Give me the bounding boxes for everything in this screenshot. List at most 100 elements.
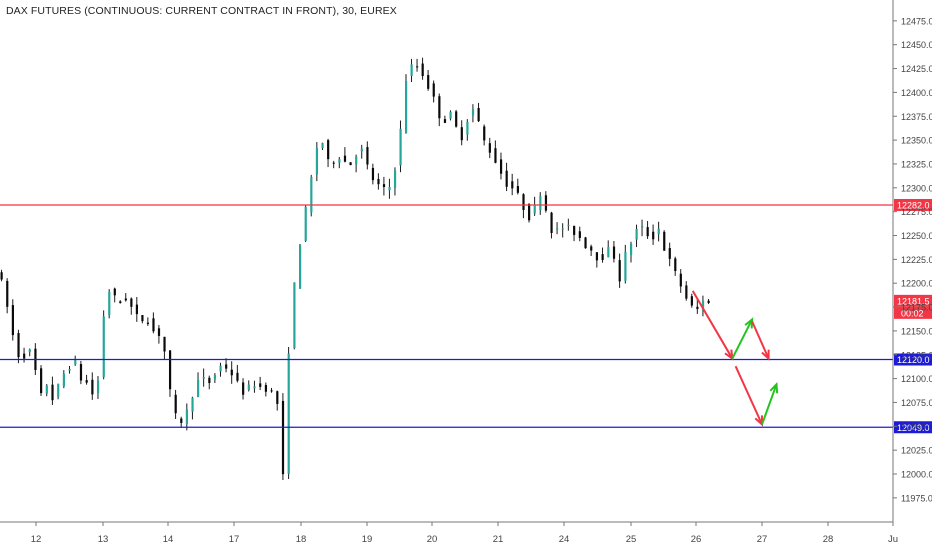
projection-arrow-head-1 [744, 317, 754, 329]
candle-body [6, 280, 9, 307]
time-axis[interactable]: 12 13 14 17 18 19 20 21 24 25 26 27 28 Ju [0, 521, 898, 545]
candle-body [130, 298, 133, 307]
candle-body [630, 243, 633, 255]
candle-body [578, 231, 581, 238]
candle-body [601, 254, 604, 260]
candle-body [388, 186, 391, 191]
candle-body [556, 228, 559, 230]
projection-arrows-layer [691, 290, 779, 427]
candle-body [304, 206, 307, 241]
price-tick-label: 12400.0 [901, 88, 932, 98]
candle-body [567, 224, 570, 226]
candle-body [522, 194, 525, 210]
candle-body [293, 282, 296, 349]
candle-body [668, 248, 671, 259]
candle-body [168, 350, 172, 390]
price-tick-label: 11975.0 [901, 493, 932, 503]
candle-body [438, 96, 441, 119]
price-tick-label: 12250.0 [901, 231, 932, 241]
candle-body [157, 328, 161, 336]
projection-arrow-0 [691, 290, 734, 360]
candle-body [488, 143, 491, 153]
candle-body [270, 390, 273, 392]
candle-body [432, 83, 435, 97]
candle-body [382, 184, 386, 188]
candle-body [499, 159, 503, 174]
candle-body [421, 63, 424, 77]
candle-body [399, 128, 402, 166]
candle-body [259, 383, 262, 387]
candle-body [332, 162, 335, 164]
candle-body [315, 147, 319, 175]
candle-body [393, 170, 397, 188]
candle-body [180, 418, 183, 423]
candle-body [533, 205, 536, 214]
price-tick-label: 12225.0 [901, 255, 932, 265]
candle-body [197, 380, 200, 397]
candle-body [477, 108, 480, 122]
price-tick-label: 12450.0 [901, 40, 932, 50]
time-tick-label: Ju [888, 534, 898, 545]
support-2-label: 12049.0 [897, 423, 930, 433]
candle-body [584, 237, 587, 249]
candle-body [219, 365, 222, 372]
candle-body [57, 384, 60, 397]
candle-body [679, 273, 682, 287]
candle-body [612, 246, 616, 259]
candle-body [213, 375, 217, 380]
time-tick-label: 12 [31, 534, 42, 545]
time-tick-label: 20 [427, 534, 438, 545]
candle-body [124, 298, 127, 301]
candle-body [208, 377, 211, 384]
candle-body [366, 147, 369, 165]
candle-body [85, 380, 88, 383]
candle-body [466, 121, 469, 135]
time-tick-label: 19 [362, 534, 373, 545]
candle-body [135, 304, 138, 315]
candle-body [701, 300, 705, 311]
candle-body [377, 178, 380, 185]
candle-body [146, 322, 150, 324]
candle-body [23, 353, 26, 359]
candle-body [281, 400, 285, 475]
candle-body [343, 155, 347, 162]
candle-body [360, 148, 363, 152]
candle-body [327, 140, 330, 160]
candle-body [410, 64, 413, 76]
price-tick-label: 12125.0 [901, 350, 932, 360]
candle-body [511, 181, 514, 189]
candle-body [516, 186, 519, 193]
candle-body [242, 382, 245, 395]
candle-body [657, 228, 660, 235]
candle-body [355, 156, 358, 165]
price-axis[interactable]: 11975.0 12000.0 12025.0 12050.0 12075.0 12100… [892, 0, 932, 522]
candle-body [113, 288, 116, 296]
projection-arrow-head-4 [769, 382, 779, 394]
candle-body [62, 373, 66, 387]
candle-body [590, 246, 593, 251]
candle-body [663, 231, 666, 251]
time-tick-label: 26 [691, 534, 702, 545]
candle-body [674, 258, 677, 272]
time-tick-label: 25 [626, 534, 637, 545]
candle-body [310, 176, 313, 213]
current-price-label-bg [894, 294, 932, 307]
candle-body [141, 315, 144, 322]
candle-body [247, 384, 250, 390]
time-tick-label: 21 [493, 534, 504, 545]
support-1-label: 12120.0 [897, 355, 930, 365]
projection-arrow-1 [731, 319, 753, 360]
candle-body [707, 300, 710, 303]
candle-body [276, 391, 279, 404]
candle-body [690, 296, 693, 306]
candle-body [460, 127, 463, 141]
time-tick-label: 18 [296, 534, 307, 545]
candle-body [483, 126, 486, 141]
candle-body [102, 316, 105, 378]
candle-body [494, 148, 497, 163]
candle-body [68, 369, 71, 371]
candle-body [635, 228, 638, 240]
candle-body [544, 195, 548, 211]
